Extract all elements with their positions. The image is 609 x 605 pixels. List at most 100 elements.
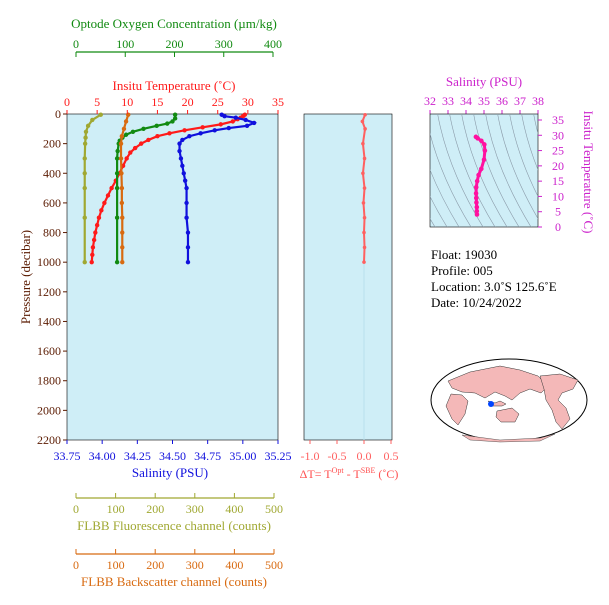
ts-salinity-tick-label: 38 <box>532 94 544 108</box>
backscatter-tick-label: 400 <box>225 558 243 572</box>
salinity-point <box>198 131 203 136</box>
optode-oxygen-concentration-point <box>115 148 120 154</box>
ts-salinity-tick-label: 37 <box>514 94 526 108</box>
delta-t-title-sup2: SBE <box>361 466 376 475</box>
ts-curve-point <box>473 184 479 190</box>
ts-density-contour <box>533 114 538 135</box>
flbb-backscatter-channel-point <box>118 141 124 146</box>
ts-salinity-tick-label: 33 <box>442 94 454 108</box>
delta-t-point <box>362 260 366 264</box>
insitu-temperature-point <box>200 125 205 130</box>
salinity-point <box>251 120 257 126</box>
ts-curve-point <box>473 191 479 196</box>
insitu-temperature-point <box>146 137 151 143</box>
delta-t-tick-label: 0.5 <box>384 449 399 463</box>
pressure-tick-label: 200 <box>43 137 61 151</box>
ts-salinity-tick-label: 34 <box>460 94 472 108</box>
temperature-axis-title: Insitu Temperature (˚C) <box>112 78 235 93</box>
salinity-tick-label: 35.00 <box>229 449 256 463</box>
profile-number: Profile: 005 <box>431 263 493 278</box>
optode-oxygen-concentration-point <box>114 259 120 265</box>
pressure-axis-ticks: 0 200 400 600 800 1000 1200 1400 1600 1800 2000 220… <box>37 107 67 447</box>
optode-oxygen-concentration-point <box>172 116 178 121</box>
ts-density-contours <box>430 114 538 227</box>
flbb-backscatter-channel-point <box>119 171 124 176</box>
delta-t-point <box>361 171 365 176</box>
salinity-axis-ticks: 33.75 34.00 34.25 34.50 34.75 35.00 35.25 <box>54 440 292 463</box>
flbb-backscatter-channel-point <box>118 156 124 161</box>
insitu-temperature-point <box>93 230 98 235</box>
delta-t-point <box>362 186 367 190</box>
salinity-point <box>185 245 191 250</box>
ts-temperature-tick-label: 0 <box>555 220 561 234</box>
temperature-tick-label: 10 <box>121 95 133 109</box>
flbb-fluorescence-channel-point <box>90 117 95 123</box>
ts-density-contour <box>497 114 538 220</box>
salinity-point <box>226 125 231 131</box>
flbb-backscatter-channel-point <box>119 200 125 206</box>
salinity-tick-label: 35.25 <box>265 449 292 463</box>
ts-density-contour <box>437 114 484 227</box>
backscatter-tick-label: 200 <box>146 558 164 572</box>
pressure-tick-label: 0 <box>55 107 61 121</box>
delta-t-tick-label: -1.0 <box>301 449 320 463</box>
map-float-location-marker <box>488 401 494 407</box>
flbb-backscatter-channel-point <box>120 259 125 265</box>
delta-t-series-group <box>360 112 367 440</box>
ts-temperature-tick-label: 30 <box>552 128 564 142</box>
salinity-point <box>243 117 248 123</box>
optode-oxygen-concentration-point <box>172 112 178 117</box>
ts-temperature-tick-label: 35 <box>552 113 564 127</box>
temperature-tick-label: 25 <box>212 95 224 109</box>
insitu-temperature-point <box>155 134 160 139</box>
backscatter-tick-label: 300 <box>186 558 204 572</box>
fluorescence-tick-label: 400 <box>225 502 243 516</box>
ts-temperature-tick-label: 15 <box>552 174 564 188</box>
map-land-australia <box>495 407 520 423</box>
backscatter-axis-title: FLBB Backscatter channel (counts) <box>81 574 267 589</box>
map-land-americas <box>539 373 579 430</box>
ts-curve-point <box>476 172 481 178</box>
float-id: Float: 19030 <box>431 247 497 262</box>
pressure-tick-label: 600 <box>43 196 61 210</box>
insitu-temperature-point <box>167 131 172 136</box>
delta-t-title-suffix: (˚C) <box>375 467 398 481</box>
insitu-temperature-point <box>94 222 100 228</box>
ts-curve-point <box>475 136 481 141</box>
flbb-backscatter-channel-point <box>119 185 125 191</box>
salinity-point <box>177 148 182 154</box>
flbb-fluorescence-channel-point <box>82 215 87 220</box>
delta-t-title-mid: - T <box>344 467 362 481</box>
salinity-point <box>181 171 186 176</box>
location: Location: 3.0˚S 125.6˚E <box>431 279 557 294</box>
fluorescence-tick-label: 100 <box>107 502 125 516</box>
temperature-tick-label: 15 <box>151 95 163 109</box>
oxygen-tick-label: 400 <box>264 37 282 51</box>
ts-salinity-axis-title: Salinity (PSU) <box>446 74 522 89</box>
pressure-tick-label: 1000 <box>37 255 61 269</box>
flbb-fluorescence-channel-point <box>82 141 88 146</box>
delta-t-axis-title: ΔT= TOpt - TSBE (˚C) <box>300 466 399 481</box>
delta-t-point <box>362 230 366 235</box>
salinity-point <box>212 128 217 133</box>
ts-curve-point <box>482 142 487 147</box>
ts-density-contour <box>473 114 520 227</box>
salinity-point <box>182 178 188 183</box>
insitu-temperature-point <box>218 122 223 127</box>
ts-density-contour <box>485 114 532 227</box>
main-plot-area <box>66 113 279 441</box>
salinity-point <box>185 230 191 235</box>
fluorescence-tick-label: 200 <box>146 502 164 516</box>
ts-curve-point <box>474 204 480 210</box>
delta-t-point <box>362 215 367 220</box>
insitu-temperature-point <box>90 245 96 250</box>
fluorescence-tick-label: 0 <box>73 502 79 516</box>
insitu-temperature-point <box>182 128 187 133</box>
delta-t-plot-area <box>303 113 393 441</box>
salinity-point <box>244 123 250 129</box>
ts-density-contour <box>430 169 460 227</box>
ts-curve-point <box>474 178 480 184</box>
fluorescence-tick-label: 500 <box>265 502 283 516</box>
salinity-tick-label: 34.75 <box>194 449 221 463</box>
